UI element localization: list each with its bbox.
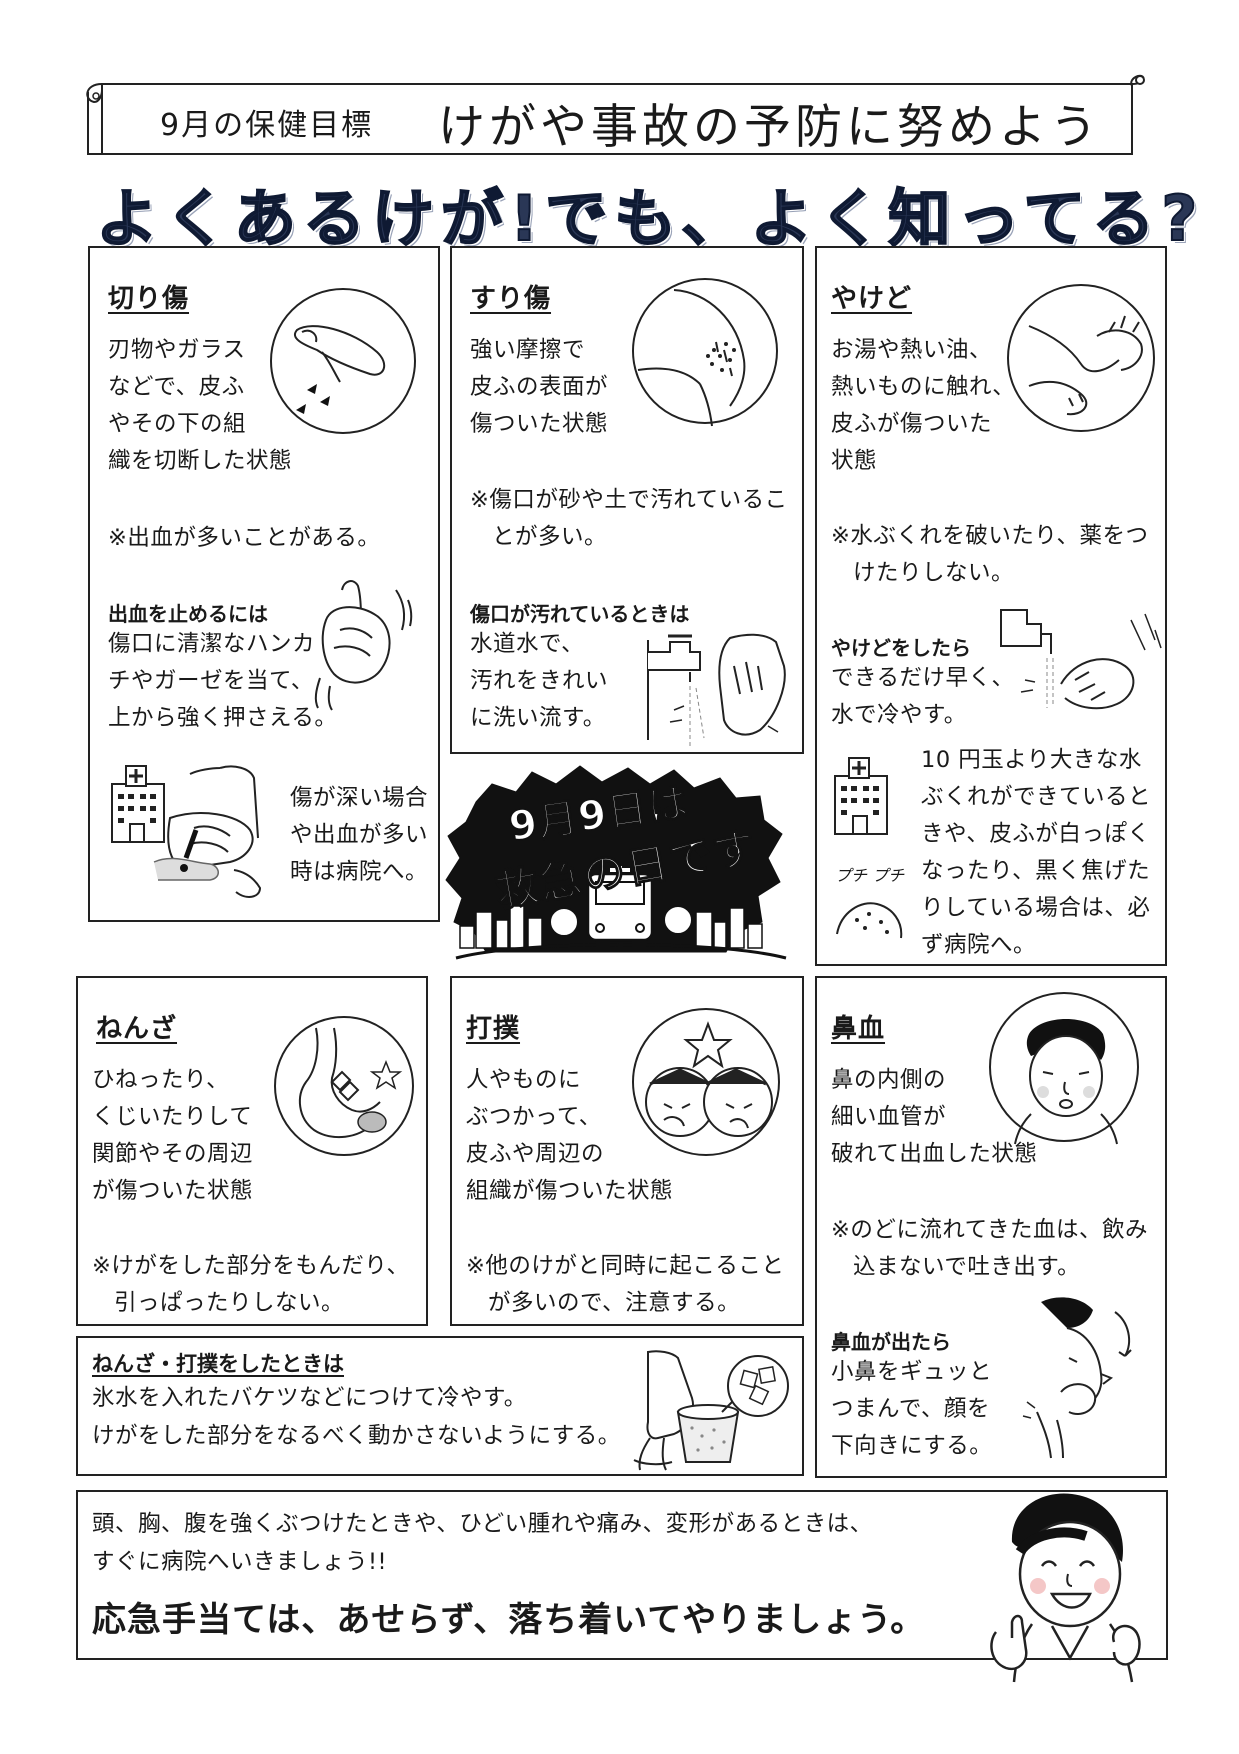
ankle-icon — [298, 1027, 403, 1139]
card-title: ねんざ — [96, 1014, 178, 1044]
card-surikizu: すり傷 強い摩擦で 皮ふの表面が 傷ついた状態 ※傷口が砂や土で汚れているこ と… — [450, 246, 804, 754]
kirikizu-note: ※出血が多いことがある。 — [108, 525, 381, 551]
footer-closing: 応急手当ては、あせらず、落ち着いてやりましょう。 — [92, 1600, 926, 1640]
blister-icon — [836, 902, 903, 939]
arm-injury-illustration — [153, 765, 262, 898]
card-title: 打撲 — [466, 1014, 521, 1044]
knee-icon — [637, 289, 746, 427]
finger-icon — [294, 325, 386, 414]
yakedo-sub-title: やけどをしたら — [831, 636, 971, 660]
goal-text: けがや事故の予防に努めよう — [438, 100, 1101, 155]
card-dabaku: 打撲 人やものに ぶつかって、 皮ふや周辺の 組織が傷ついた状態 ※他のけがと同… — [450, 976, 804, 1326]
first-aid-day-badge: 9月9日は 救急の日です — [445, 762, 796, 968]
card-yakedo: やけど お湯や熱い油、 熱いものに触れ、 皮ふが傷ついた 状態 ※水ぶくれを破い… — [815, 246, 1167, 966]
card-title: 切り傷 — [108, 284, 190, 314]
sprained-ankle-illustration — [274, 1016, 414, 1156]
face-icon — [1014, 1019, 1118, 1145]
card-nenza: ねんざ ひねったり、 くじいたりして 関節やその周辺 が傷ついた状態 ※けがをし… — [76, 976, 428, 1326]
tap-washing-illustration — [647, 633, 786, 746]
starburst-shape — [445, 765, 787, 960]
pinch-nose-illustration — [1022, 1297, 1132, 1459]
footer-line1: 頭、胸、腹を強くぶつけたときや、ひどい腫れや痛み、変形があるときは、 — [92, 1511, 873, 1537]
card-title: やけど — [831, 284, 913, 314]
collision-icon — [645, 1021, 773, 1137]
card-title: 鼻血 — [831, 1014, 886, 1044]
finger-cut-illustration — [270, 288, 416, 434]
hospital-icon — [111, 765, 165, 843]
ice-bucket-illustration — [633, 1350, 789, 1471]
headline: よくあるけが!でも、よく知ってる? — [95, 181, 1205, 256]
pressing-hand-illustration — [314, 580, 413, 711]
hospital-icon — [834, 757, 888, 835]
scroll-frame — [86, 74, 1145, 155]
card-hanaji: 鼻血 鼻の内側の 細い血管が 破れて出血した状態 ※のどに流れてきた血は、飲み … — [815, 976, 1167, 1478]
footer-box: 頭、胸、腹を強くぶつけたときや、ひどい腫れや痛み、変形があるときは、 すぐに病院… — [76, 1490, 1168, 1660]
cooling-water-illustration — [1000, 609, 1162, 710]
treatment-title: ねんざ・打撲をしたときは — [92, 1352, 344, 1376]
hanaji-sub-title: 鼻血が出たら — [831, 1330, 951, 1354]
card-kirikizu: 切り傷 刃物やガラス などで、皮ふ やその下の組 織を切断した状態 ※出血が多い… — [88, 246, 440, 922]
goal-label: 9月の保健目標 — [160, 108, 374, 143]
sprain-bruise-treatment: ねんざ・打撲をしたときは 氷水を入れたバケツなどにつけて冷やす。 けがをした部分… — [76, 1336, 804, 1476]
burn-illustration — [1007, 284, 1155, 432]
bump-illustration — [632, 1008, 780, 1156]
kirikizu-sub-title: 出血を止めるには — [108, 602, 268, 626]
footer-line2: すぐに病院へいきましょう!! — [92, 1549, 388, 1575]
nosebleed-face-illustration — [989, 992, 1139, 1145]
surikizu-sub-title: 傷口が汚れているときは — [470, 602, 690, 626]
nurse-illustration — [990, 1493, 1141, 1683]
blister-sound-text: プチ プチ — [835, 866, 905, 885]
goal-scroll: 9月の保健目標 けがや事故の予防に努めよう — [80, 74, 1148, 158]
scraped-knee-illustration — [632, 278, 778, 427]
burned-hand-icon — [1028, 315, 1143, 416]
card-title: すり傷 — [470, 284, 552, 314]
